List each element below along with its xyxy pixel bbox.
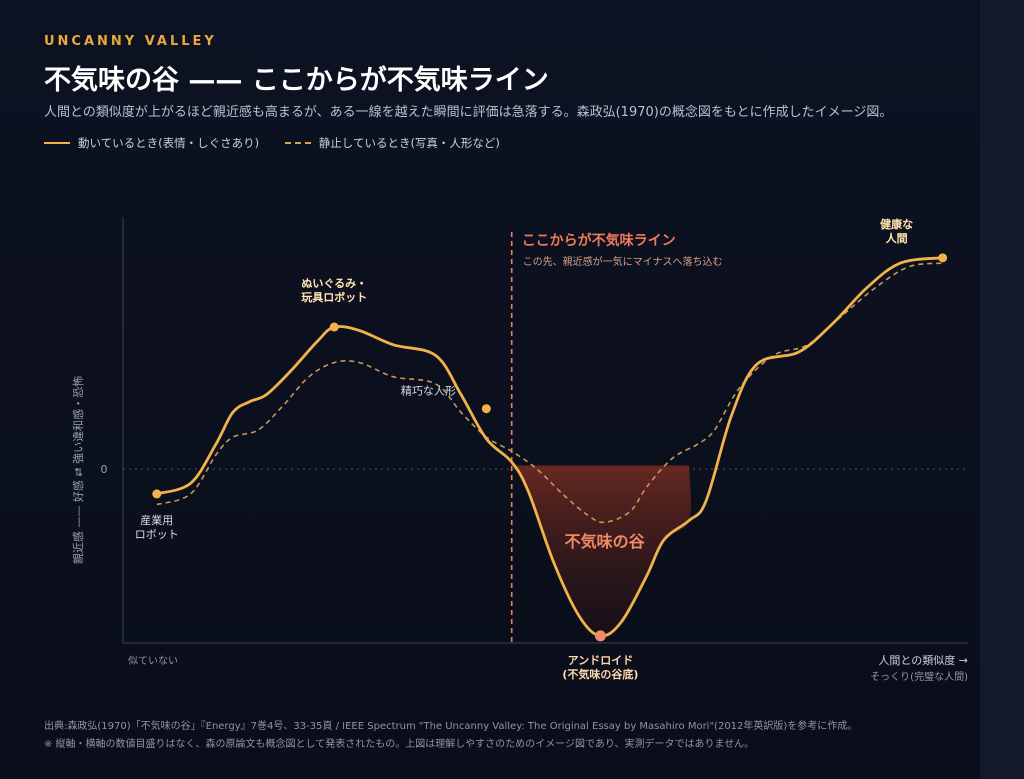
right-edge-band [980,0,1024,779]
annotation-label-line: ロボット [135,528,179,541]
annotation-point-0 [152,489,162,499]
chart-legend: 動いているとき(表情・しぐさあり) 静止しているとき(写真・人形など) [44,133,522,151]
annotation-label-line: 精巧な人形 [401,385,456,398]
y-axis-label: 親近感 —— 好感 ⇄ 強い違和感・恐怖 [71,376,85,564]
x-start-label: 似ていない [128,655,178,667]
annotation-label-1: ぬいぐるみ・玩具ロボット [301,277,367,304]
zero-tick-label: 0 [101,463,108,476]
x-axis-label: 人間との類似度 → [878,653,968,667]
legend-swatch-dashed [284,142,311,144]
annotation-label-4: 健康な人間 [880,217,913,245]
annotation-label-line: アンドロイド [568,654,634,667]
annotation-label-line: ぬいぐるみ・ [301,277,367,290]
annotation-label-2: 精巧な人形 [401,385,456,398]
page-subtitle: 人間との類似度が上がるほど親近感も高まるが、ある一線を越えた瞬間に評価は急落する… [44,105,893,120]
annotation-label-3: アンドロイド(不気味の谷底) [562,654,638,681]
footer-band [0,710,980,779]
annotation-label-0: 産業用ロボット [135,514,179,541]
threshold-label: ここからが不気味ライン [522,232,676,249]
series-line-still [156,262,943,524]
annotation-label-line: 玩具ロボット [301,290,367,304]
annotation-label-line: (不気味の谷底) [562,667,638,681]
legend-item-moving: 動いているとき(表情・しぐさあり) [44,135,259,151]
legend-label-moving: 動いているとき(表情・しぐさあり) [78,136,260,150]
eyebrow-label: UNCANNY VALLEY [44,34,217,49]
annotation-label-line: 人間 [886,231,908,245]
legend-label-still: 静止しているとき(写真・人形など) [318,136,500,150]
annotation-label-line: 健康な [880,217,913,231]
x-end-label: そっくり(完璧な人間) [870,670,968,683]
threshold-sublabel: この先、親近感が一気にマイナスへ落ち込む [523,255,723,268]
legend-swatch-solid [44,142,70,144]
annotation-label-line: 産業用 [140,514,173,527]
page-title: 不気味の谷 —— ここからが不気味ライン [44,65,549,96]
page-background [0,0,980,779]
annotation-point-4 [938,253,948,263]
annotation-point-1 [329,322,339,332]
legend-item-still: 静止しているとき(写真・人形など) [284,135,500,151]
source-note: 出典:森政弘(1970)「不気味の谷」『Energy』7巻4号、33-35頁 /… [44,721,858,732]
valley-label: 不気味の谷 [565,532,646,551]
series-line-moving [155,256,944,638]
annotation-point-2 [481,404,491,414]
valley-area [510,460,692,637]
disclaimer-note: ※ 縦軸・横軸の数値目盛りはなく、森の原論文も概念図として発表されたもの。上図は… [44,739,755,750]
annotation-point-3 [594,630,606,642]
